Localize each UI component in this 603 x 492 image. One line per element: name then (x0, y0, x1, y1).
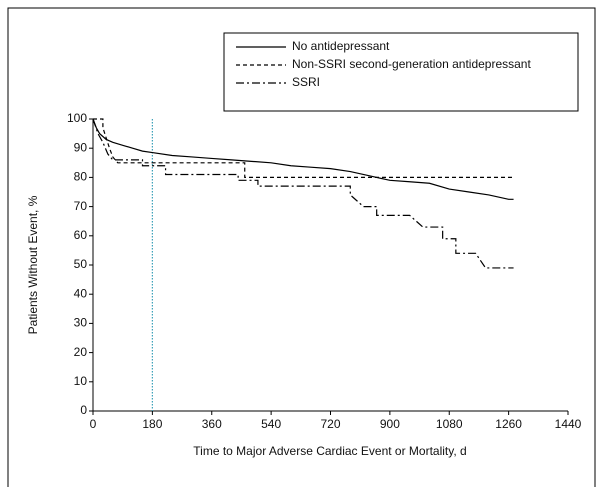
x-axis-label: Time to Major Adverse Cardiac Event or M… (193, 444, 466, 458)
x-tick-label: 1440 (555, 417, 582, 431)
y-tick-label: 80 (74, 170, 88, 184)
y-tick-label: 100 (67, 111, 87, 125)
x-tick-label: 900 (380, 417, 400, 431)
y-tick-label: 50 (74, 257, 88, 271)
legend-label: Non-SSRI second-generation antidepressan… (292, 57, 531, 71)
y-axis-label: Patients Without Event, % (26, 195, 40, 334)
x-tick-label: 540 (261, 417, 281, 431)
series-line (92, 118, 514, 200)
x-tick-label: 1260 (495, 417, 522, 431)
y-tick-label: 90 (74, 140, 88, 154)
series-line (92, 118, 514, 269)
x-tick-label: 360 (202, 417, 222, 431)
y-tick-label: 10 (74, 374, 88, 388)
x-tick-label: 180 (142, 417, 162, 431)
x-tick-label: 1080 (436, 417, 463, 431)
legend-label: SSRI (292, 75, 320, 89)
y-tick-label: 40 (74, 286, 88, 300)
y-tick-label: 20 (74, 345, 88, 359)
series-line (93, 118, 514, 178)
y-tick-label: 60 (74, 228, 88, 242)
x-tick-label: 720 (320, 417, 340, 431)
legend-box (223, 32, 579, 112)
legend-label: No antidepressant (292, 39, 390, 53)
x-tick-label: 0 (90, 417, 97, 431)
y-tick-label: 30 (74, 316, 88, 330)
y-tick-label: 0 (80, 403, 87, 417)
frame (7, 7, 596, 487)
y-tick-label: 70 (74, 199, 88, 213)
